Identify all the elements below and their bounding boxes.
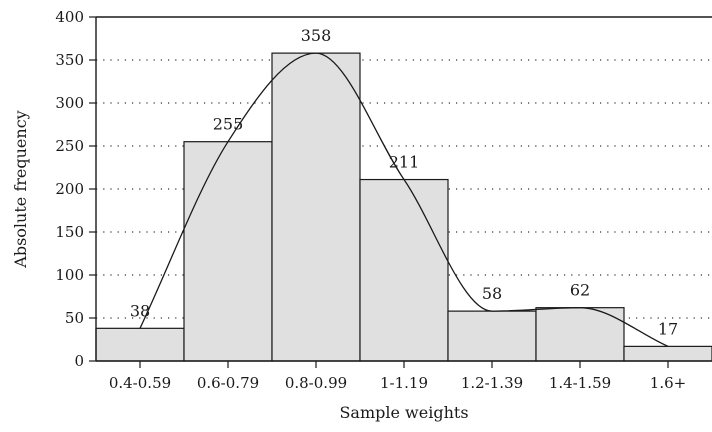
x-tick-label: 0.8-0.99: [285, 374, 347, 392]
x-tick-label: 0.6-0.79: [197, 374, 259, 392]
data-label: 17: [658, 319, 678, 338]
y-axis-ticks: 0 50 100 150 200 250 300 350 400: [55, 8, 96, 370]
bar-1-1.19: [359, 178, 449, 362]
bar-0.4-0.59: [95, 327, 185, 362]
x-axis-title: Sample weights: [339, 403, 468, 422]
data-label: 211: [389, 153, 420, 172]
x-tick-label: 1-1.19: [380, 374, 428, 392]
bar-1.4-1.59: [535, 307, 625, 362]
y-tick-label: 200: [55, 180, 84, 198]
curve-layer: [139, 52, 669, 347]
data-label: 38: [130, 301, 150, 320]
x-axis-ticks: 0.4-0.59 0.6-0.79 0.8-0.99 1-1.19 1.2-1.39 1.…: [109, 361, 686, 392]
x-tick-label: 0.4-0.59: [109, 374, 171, 392]
bar-1.6+: [623, 345, 712, 362]
y-axis-title: Absolute frequency: [11, 110, 30, 268]
y-tick-label: 250: [55, 137, 84, 155]
y-tick-label: 300: [55, 94, 84, 112]
bar-0.6-0.79: [183, 141, 273, 362]
x-tick-label: 1.6+: [650, 374, 686, 392]
y-tick-label: 150: [55, 223, 84, 241]
data-labels: 38 255 358 211 58 62 17: [130, 26, 678, 338]
x-tick-label: 1.4-1.59: [549, 374, 611, 392]
data-label: 255: [213, 115, 244, 134]
y-tick-label: 0: [74, 352, 84, 370]
y-tick-label: 100: [55, 266, 84, 284]
frequency-curve: [139, 52, 669, 347]
data-label: 58: [482, 284, 502, 303]
data-label: 358: [301, 26, 332, 45]
y-tick-label: 350: [55, 51, 84, 69]
bar-0.8-0.99: [271, 52, 361, 362]
bars: [95, 52, 712, 362]
y-tick-label: 50: [65, 309, 84, 327]
data-label: 62: [570, 281, 590, 300]
bar-1.2-1.39: [447, 310, 537, 362]
y-tick-label: 400: [55, 8, 84, 26]
x-tick-label: 1.2-1.39: [461, 374, 523, 392]
